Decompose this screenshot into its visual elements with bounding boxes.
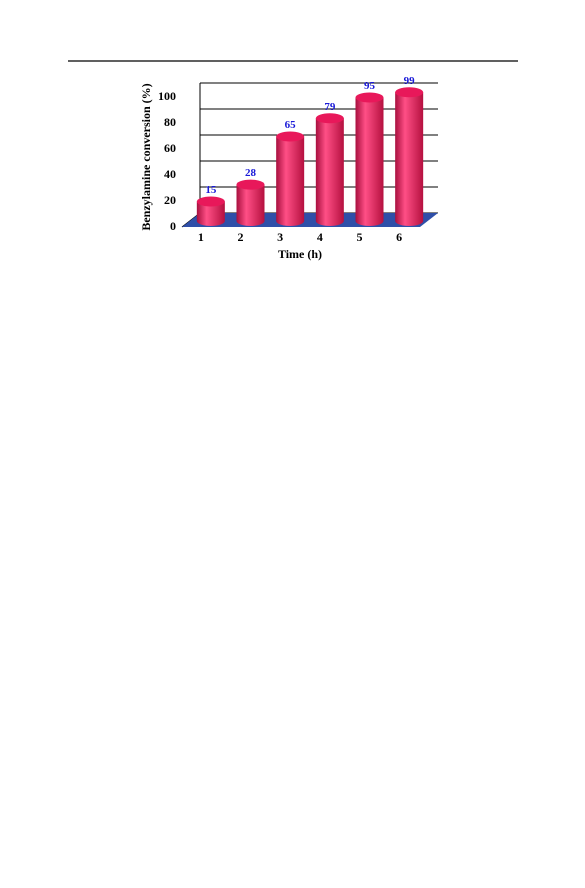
y-tick-label: 0 <box>170 219 176 233</box>
bar-top <box>315 113 344 124</box>
x-tick-label: 3 <box>277 230 283 244</box>
value-label: 15 <box>205 184 217 196</box>
bar-top <box>276 131 305 142</box>
y-tick-label: 100 <box>158 89 176 103</box>
x-tick-label: 6 <box>396 230 402 244</box>
bar <box>395 92 424 226</box>
bar <box>355 97 384 226</box>
y-axis-title: Benzylamine conversion (%) <box>139 83 153 230</box>
bar-top <box>395 87 424 98</box>
bar <box>236 184 265 226</box>
bar-top <box>196 196 225 207</box>
value-label: 79 <box>324 101 336 113</box>
bar-top <box>236 179 265 190</box>
value-label: 95 <box>364 80 376 92</box>
x-tick-label: 1 <box>198 230 204 244</box>
bar-top <box>355 92 384 103</box>
bar <box>315 118 344 226</box>
bar <box>196 201 225 226</box>
y-tick-label: 40 <box>164 167 176 181</box>
y-tick-label: 20 <box>164 193 176 207</box>
value-label: 65 <box>285 119 297 131</box>
y-tick-label: 80 <box>164 115 176 129</box>
value-label: 28 <box>245 167 257 179</box>
value-label: 99 <box>404 75 416 87</box>
x-tick-label: 2 <box>238 230 244 244</box>
x-tick-label: 4 <box>317 230 323 244</box>
x-tick-label: 5 <box>357 230 363 244</box>
bar <box>276 136 305 226</box>
x-axis-title: Time (h) <box>278 247 322 261</box>
y-tick-label: 60 <box>164 141 176 155</box>
